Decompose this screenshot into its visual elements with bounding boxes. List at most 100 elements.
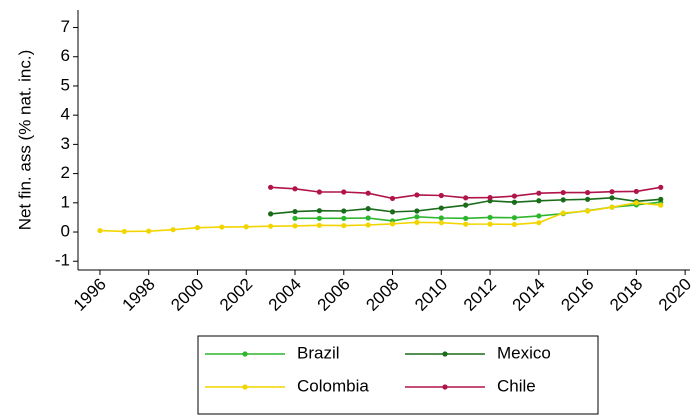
x-tick-label: 2002 [216,275,256,315]
legend-label: Colombia [297,376,369,395]
point [292,208,298,215]
point [316,222,322,228]
legend-label: Brazil [297,343,340,362]
point [268,211,274,217]
point [365,206,371,212]
legend-marker [242,384,248,390]
point [463,221,469,227]
point [121,228,127,235]
y-tick-label: -1 [55,251,70,270]
point [609,195,615,201]
point [584,208,591,214]
x-tick-label: 2018 [606,275,646,315]
point [536,213,542,219]
point [341,215,347,221]
point [414,214,420,220]
point [414,219,420,225]
point [536,220,542,226]
y-tick-label: 4 [61,105,70,124]
point [560,189,566,196]
point [292,215,298,221]
point [268,223,274,229]
point [463,195,469,201]
point [487,214,493,221]
x-tick-label: 2010 [411,275,451,315]
point [341,189,347,195]
legend-marker [442,351,448,357]
point [560,197,566,203]
point [560,210,566,216]
series-line [295,201,661,222]
point [268,184,274,190]
point [316,208,322,214]
point [487,194,493,201]
point [536,190,542,196]
point [658,184,664,190]
series-line [99,202,661,233]
point [316,189,322,195]
point [463,215,469,221]
point [511,199,518,205]
point [389,195,396,202]
point [97,227,103,234]
y-tick-label: 6 [61,46,70,65]
point [511,221,518,228]
legend-label: Chile [497,376,536,395]
point [146,228,152,234]
x-tick-label: 2006 [314,275,354,315]
point [438,215,444,221]
point [292,223,298,229]
y-tick-label: 2 [61,163,70,182]
x-tick-label: 1998 [119,275,159,315]
point [438,192,444,199]
x-tick-label: 1996 [70,275,110,315]
point [609,204,615,210]
y-tick-label: 0 [61,222,70,241]
point [609,189,615,195]
point [389,221,396,227]
point [463,202,469,208]
point [365,215,371,221]
x-tick-label: 2016 [557,275,597,315]
point [511,215,518,221]
point [414,192,420,198]
legend-marker [242,351,248,357]
point [633,200,639,206]
y-tick-label: 3 [61,134,70,153]
point [365,222,371,228]
point [584,189,591,196]
point [414,208,420,214]
point [170,227,176,233]
legend-box [197,335,599,415]
y-tick-label: 1 [61,192,70,211]
point [316,215,322,221]
point [292,186,298,192]
point [438,205,444,211]
y-axis-label: Net fin. ass (% nat. inc.) [15,50,34,230]
x-tick-label: 2014 [509,275,549,315]
point [243,224,249,230]
point [658,196,664,202]
point [633,188,639,195]
point [194,225,201,231]
point [511,193,518,199]
point [487,221,493,227]
point [584,196,591,202]
point [365,190,371,196]
point [438,220,444,226]
x-tick-label: 2008 [362,275,402,315]
point [389,209,396,215]
y-tick-label: 5 [61,75,70,94]
x-tick-label: 2012 [460,275,500,315]
point [536,198,542,204]
x-tick-label: 2000 [167,275,207,315]
point [658,202,664,208]
y-tick-label: 7 [61,17,70,36]
legend-marker [442,384,448,390]
point [341,208,347,214]
point [219,224,225,230]
point [341,222,347,229]
legend-label: Mexico [497,343,551,362]
x-tick-label: 2020 [655,275,694,315]
